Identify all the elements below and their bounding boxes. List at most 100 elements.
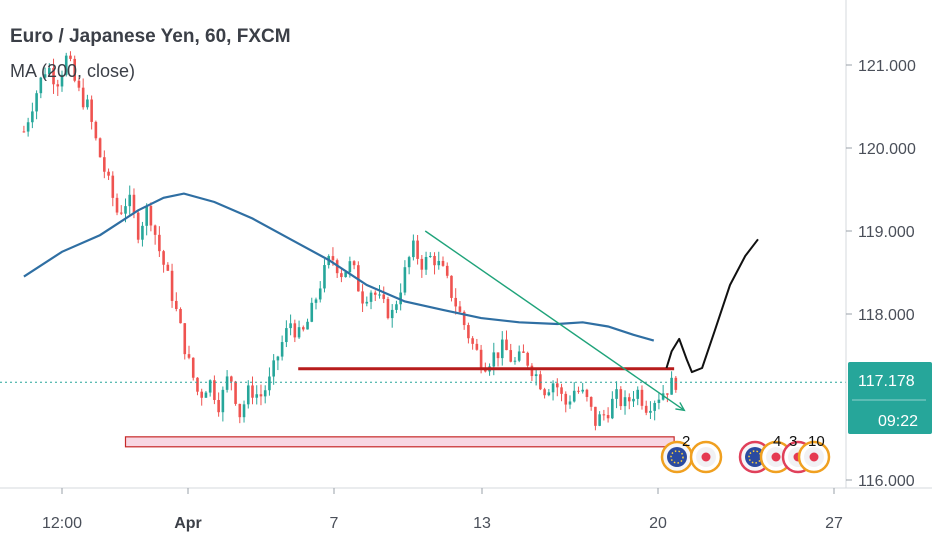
candle <box>158 226 161 258</box>
candle-body <box>39 77 43 94</box>
candle-body <box>602 414 606 416</box>
candle <box>547 389 551 397</box>
candle <box>644 400 648 416</box>
candle-body <box>479 349 483 369</box>
candle-body <box>234 381 237 404</box>
candle <box>403 260 407 296</box>
event-count-badge: 10 <box>808 433 825 450</box>
price-tick-label: 120.000 <box>858 141 916 158</box>
candle-body <box>52 68 55 85</box>
candle-body <box>344 272 347 278</box>
candle <box>361 284 364 312</box>
candle-body <box>276 356 280 361</box>
candle <box>94 120 98 141</box>
candle <box>526 351 529 369</box>
trend-line[interactable] <box>424 230 685 411</box>
candle-body <box>43 74 47 78</box>
candle <box>285 320 288 348</box>
candle <box>594 406 597 431</box>
candle-body <box>543 389 546 396</box>
candle <box>666 393 669 403</box>
price-tick-label: 119.000 <box>858 224 915 241</box>
candle-body <box>183 323 187 355</box>
candle-body <box>323 265 326 289</box>
candle <box>649 401 652 419</box>
indicator-label[interactable]: MA (200, close) <box>10 61 135 81</box>
candle-body <box>386 298 390 319</box>
candle-body <box>517 351 521 361</box>
candle-body <box>230 376 233 382</box>
candle-body <box>513 360 517 362</box>
candle <box>191 357 195 381</box>
candle <box>272 354 275 385</box>
candle <box>297 320 301 339</box>
candle <box>602 409 606 421</box>
candle-body <box>403 267 407 293</box>
projection-path[interactable] <box>665 238 759 374</box>
candle-body <box>407 257 411 268</box>
eu-flag-event-icon[interactable] <box>660 440 694 474</box>
candle-body <box>526 352 529 366</box>
candle-body <box>649 410 652 413</box>
candle-body <box>522 351 525 353</box>
candle-body <box>556 383 559 388</box>
candle <box>77 77 81 92</box>
candle-body <box>124 206 127 214</box>
candle <box>103 150 106 179</box>
candle <box>251 376 254 405</box>
jp-flag-event-icon[interactable] <box>759 440 793 474</box>
candle-body <box>22 131 26 133</box>
candle <box>166 262 170 272</box>
candle <box>475 338 479 351</box>
candle-body <box>35 93 38 112</box>
candle-body <box>238 403 242 418</box>
candle-body <box>340 273 343 278</box>
candle <box>517 345 521 363</box>
candle-body <box>640 389 644 406</box>
candle-body <box>103 157 106 172</box>
candle <box>225 370 229 393</box>
jp-flag-event-icon[interactable] <box>797 440 831 474</box>
candle-body <box>187 354 191 358</box>
candle-body <box>373 292 377 295</box>
candle <box>221 386 225 422</box>
jp-flag-event-icon[interactable] <box>689 440 723 474</box>
candle <box>187 345 191 360</box>
time-axis[interactable]: 12:00 Apr 7 13 20 27 <box>42 488 843 532</box>
candle-body <box>48 68 51 75</box>
candle-body <box>636 389 640 399</box>
candle <box>589 396 593 411</box>
candle <box>136 209 140 244</box>
candle-body <box>471 338 474 344</box>
candle <box>598 411 601 427</box>
candle <box>572 382 576 403</box>
candle-body <box>500 339 504 359</box>
candle <box>369 290 373 310</box>
candle <box>581 382 584 394</box>
candle-body <box>450 275 453 298</box>
candle-body <box>462 311 466 326</box>
candle-body <box>416 240 419 259</box>
candle <box>48 63 51 77</box>
candle <box>145 203 148 236</box>
candle <box>505 330 508 351</box>
candle-body <box>158 234 161 252</box>
candle <box>661 384 665 401</box>
candle-body <box>615 389 618 399</box>
candle <box>323 259 326 293</box>
candle-body <box>69 55 72 59</box>
candle <box>335 258 339 278</box>
candle-body <box>585 389 589 397</box>
candle-body <box>293 323 297 338</box>
candle <box>441 256 445 267</box>
candle-body <box>263 390 267 397</box>
support-zone[interactable] <box>124 436 675 448</box>
candle <box>606 407 610 423</box>
candle-body <box>399 292 402 305</box>
candle-body <box>492 352 496 367</box>
candle-body <box>560 387 563 394</box>
price-axis[interactable]: 121.000 120.000 119.000 118.000 116.000 <box>846 58 916 490</box>
economic-events-row[interactable]: 2 4 3 10 <box>660 433 831 474</box>
candle <box>509 343 513 363</box>
